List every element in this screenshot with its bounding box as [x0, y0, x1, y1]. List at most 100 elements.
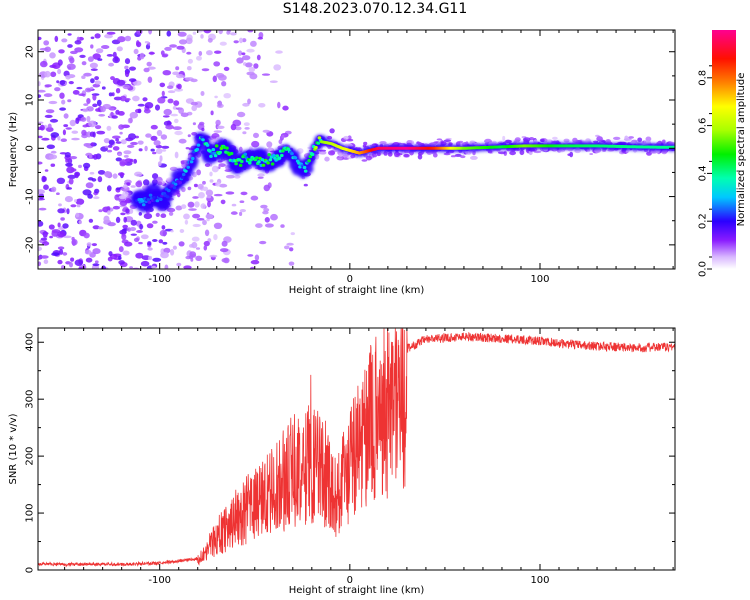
noise-blob [230, 211, 238, 215]
noise-blob [122, 84, 130, 90]
noise-blob [111, 92, 115, 97]
noise-blob [148, 255, 153, 261]
noise-blob [117, 111, 125, 116]
noise-blob [213, 193, 223, 197]
noise-blob [85, 257, 93, 263]
halo-blob [403, 153, 410, 158]
noise-blob [200, 203, 206, 209]
noise-blob [70, 257, 75, 262]
noise-blob [90, 36, 95, 40]
noise-blob [166, 30, 172, 37]
noise-blob [181, 204, 187, 210]
noise-blob [201, 68, 210, 72]
noise-blob [220, 199, 226, 205]
halo-blob [296, 148, 304, 154]
colorbar-tick-label: 0.2 [698, 213, 709, 229]
noise-blob [76, 204, 81, 208]
noise-blob [132, 95, 140, 102]
ridge-inner [317, 136, 322, 140]
noise-blob [290, 232, 295, 236]
noise-blob [65, 162, 73, 167]
noise-blob [210, 110, 214, 116]
noise-blob [104, 145, 109, 149]
y-tick-label: -20 [25, 237, 36, 253]
noise-blob [203, 240, 210, 247]
halo-blob [249, 146, 253, 150]
noise-blob [135, 180, 143, 188]
noise-blob [258, 103, 266, 108]
noise-blob [121, 233, 127, 241]
noise-blob [78, 220, 83, 225]
noise-blob [152, 239, 158, 242]
noise-blob [142, 97, 148, 102]
noise-blob [118, 255, 122, 260]
noise-blob [124, 70, 130, 78]
noise-blob [46, 127, 54, 132]
noise-blob [49, 52, 56, 59]
noise-blob [38, 246, 43, 252]
noise-blob [90, 44, 94, 49]
halo-blob [419, 143, 425, 146]
ridge-inner [178, 181, 182, 185]
noise-blob [165, 124, 174, 130]
noise-blob [130, 219, 137, 226]
colorbar-tick-label: 0.6 [698, 118, 709, 134]
x-tick-label: 100 [530, 575, 549, 586]
noise-blob [112, 146, 120, 151]
noise-blob [110, 111, 114, 117]
halo-blob [539, 138, 545, 143]
noise-blob [178, 39, 188, 45]
noise-blob [75, 212, 80, 218]
noise-blob [110, 76, 115, 81]
noise-blob [176, 45, 185, 50]
ridge-inner [307, 159, 312, 163]
noise-blob [83, 103, 89, 106]
noise-blob [69, 57, 75, 64]
noise-blob [221, 81, 227, 87]
noise-blob [123, 155, 129, 158]
noise-blob [70, 204, 77, 208]
noise-blob [130, 141, 138, 146]
noise-blob [239, 37, 243, 44]
noise-blob [226, 30, 231, 35]
ridge-inner [281, 149, 285, 153]
noise-blob [92, 131, 96, 138]
ridge-inner [147, 200, 152, 204]
noise-blob [43, 259, 49, 265]
noise-blob [62, 252, 68, 256]
noise-blob [49, 235, 53, 239]
noise-blob [57, 68, 62, 75]
noise-blob [157, 97, 166, 104]
noise-blob [51, 230, 59, 237]
noise-blob [57, 246, 65, 250]
noise-blob [130, 233, 137, 236]
noise-blob [80, 116, 87, 122]
ridge-inner [266, 161, 270, 165]
noise-blob [213, 222, 223, 229]
noise-blob [242, 38, 247, 43]
halo-blob [572, 137, 578, 143]
noise-blob [155, 212, 160, 217]
bottom-x-axis-label: Height of straight line (km) [289, 585, 425, 596]
noise-blob [146, 61, 152, 67]
halo-blob [497, 151, 506, 155]
noise-blob [86, 131, 92, 138]
noise-blob [96, 99, 102, 107]
halo-blob [394, 151, 400, 157]
noise-blob [172, 126, 182, 130]
noise-blob [143, 108, 151, 114]
noise-blob [196, 55, 202, 61]
noise-blob [140, 260, 150, 267]
noise-blob [123, 150, 132, 155]
noise-blob [207, 37, 213, 43]
halo-blob [519, 149, 525, 156]
halo-blob [589, 153, 594, 155]
noise-blob [104, 171, 110, 178]
noise-blob [146, 265, 154, 269]
noise-blob [273, 64, 282, 71]
noise-blob [270, 213, 278, 221]
noise-blob [75, 117, 80, 124]
noise-blob [47, 123, 52, 129]
noise-blob [64, 152, 71, 158]
noise-blob [215, 119, 221, 126]
